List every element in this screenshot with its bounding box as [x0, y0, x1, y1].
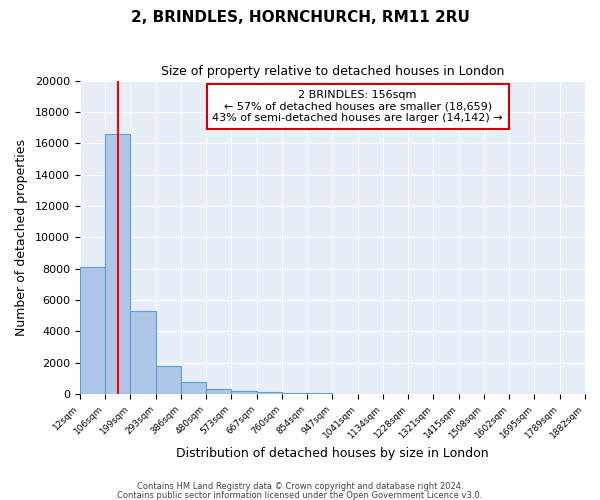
- Bar: [232, 391, 257, 394]
- Bar: [206, 390, 232, 394]
- Text: 2 BRINDLES: 156sqm
← 57% of detached houses are smaller (18,659)
43% of semi-det: 2 BRINDLES: 156sqm ← 57% of detached hou…: [212, 90, 503, 123]
- Bar: [181, 382, 206, 394]
- Bar: [257, 392, 282, 394]
- Title: Size of property relative to detached houses in London: Size of property relative to detached ho…: [161, 65, 504, 78]
- Bar: [155, 366, 181, 394]
- Bar: [80, 267, 105, 394]
- Bar: [307, 393, 332, 394]
- Y-axis label: Number of detached properties: Number of detached properties: [15, 139, 28, 336]
- Text: Contains HM Land Registry data © Crown copyright and database right 2024.: Contains HM Land Registry data © Crown c…: [137, 482, 463, 491]
- X-axis label: Distribution of detached houses by size in London: Distribution of detached houses by size …: [176, 447, 489, 460]
- Text: 2, BRINDLES, HORNCHURCH, RM11 2RU: 2, BRINDLES, HORNCHURCH, RM11 2RU: [131, 10, 469, 25]
- Bar: [282, 392, 307, 394]
- Text: Contains public sector information licensed under the Open Government Licence v3: Contains public sector information licen…: [118, 490, 482, 500]
- Bar: [130, 311, 155, 394]
- Bar: [105, 134, 130, 394]
